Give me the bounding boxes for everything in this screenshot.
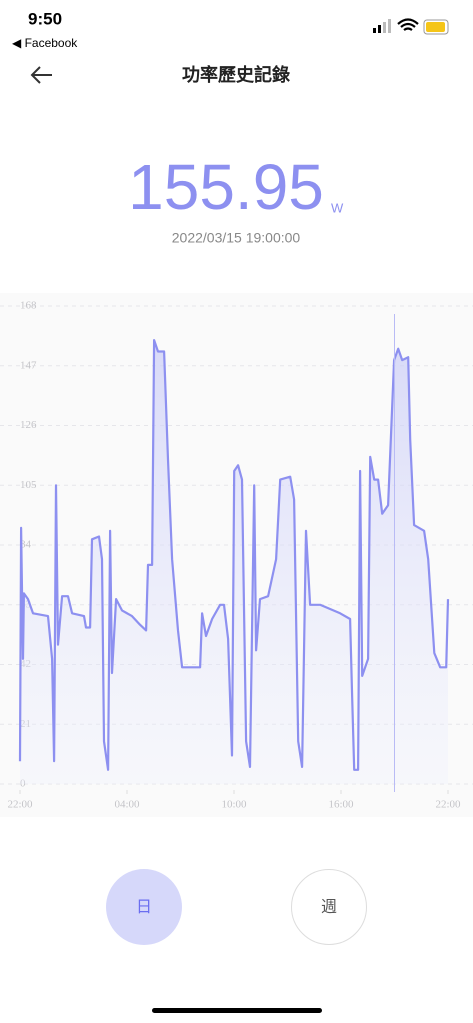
week-button[interactable]: [291, 869, 367, 945]
back-button[interactable]: [30, 66, 52, 84]
day-label[interactable]: 日: [136, 899, 152, 916]
x-tick-label: 04:00: [114, 799, 140, 811]
back-app[interactable]: ◀ Facebook: [12, 36, 78, 50]
chart: 02142638410512614716822:0004:0010:0016:0…: [0, 300, 473, 811]
y-tick-label: 168: [20, 300, 37, 312]
x-tick-label: 16:00: [328, 799, 354, 811]
y-tick-label: 105: [20, 479, 37, 491]
day-button[interactable]: [106, 869, 182, 945]
reading-time: 2022/03/15 19:00:00: [172, 230, 301, 246]
reading-value: 155.95: [128, 151, 324, 223]
x-tick-label: 10:00: [221, 799, 247, 811]
status-time: 9:50: [28, 9, 62, 28]
y-tick-label: 126: [20, 419, 37, 431]
x-tick-label: 22:00: [435, 799, 461, 811]
y-tick-label: 147: [20, 359, 37, 371]
y-tick-label: 84: [20, 539, 32, 551]
status-icons: [373, 18, 449, 35]
x-tick-label: 22:00: [7, 799, 33, 811]
home-indicator: [152, 1008, 322, 1013]
page-title: 功率歷史記錄: [182, 64, 290, 85]
line: [18, 339, 450, 771]
reading-unit: W: [331, 200, 344, 215]
week-label[interactable]: 週: [321, 898, 337, 916]
